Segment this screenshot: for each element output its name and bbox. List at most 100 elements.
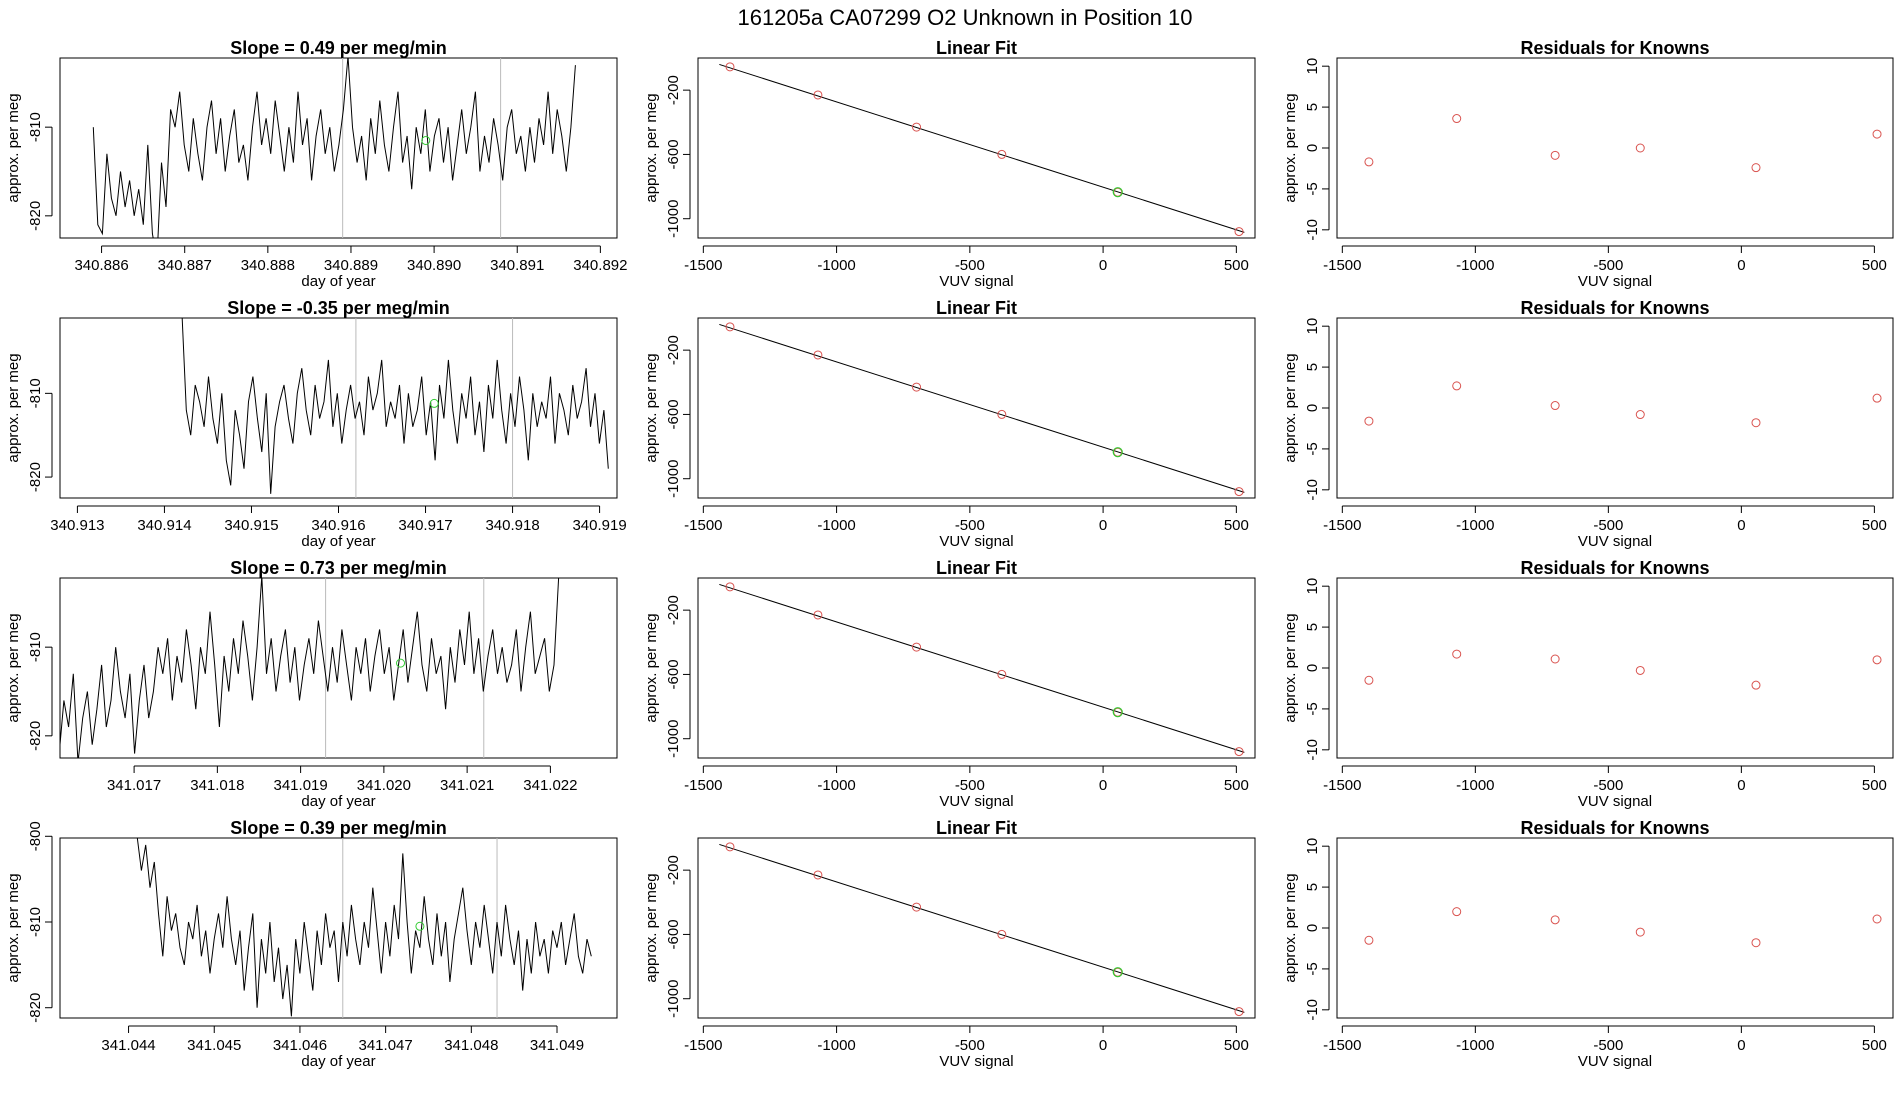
green-marker xyxy=(415,921,425,931)
x-tick-label: 341.017 xyxy=(107,777,161,794)
figure-title: 161205a CA07299 O2 Unknown in Position 1… xyxy=(738,5,1193,30)
plot-frame xyxy=(697,577,1256,759)
x-tick-label: 500 xyxy=(1862,1037,1887,1054)
panel-title: Residuals for Knowns xyxy=(1520,38,1709,58)
x-tick-label: -1500 xyxy=(1323,257,1361,274)
known-point xyxy=(813,350,823,360)
x-tick-label: 341.018 xyxy=(190,777,244,794)
data-layer xyxy=(1364,381,1882,428)
y-tick-label: -5 xyxy=(1304,182,1321,195)
y-tick-label: -1000 xyxy=(665,460,682,498)
data-layer xyxy=(719,62,1245,237)
y-axis-label: approx. per meg xyxy=(1282,353,1299,462)
y-tick-label: 0 xyxy=(1304,404,1321,412)
unknown-point xyxy=(1112,707,1123,718)
y-axis-label: approx. per meg xyxy=(643,873,660,982)
y-tick-label: -820 xyxy=(27,462,44,492)
x-tick-label: 340.890 xyxy=(407,257,461,274)
y-axis-label: approx. per meg xyxy=(5,613,22,722)
y-axis-label: approx. per meg xyxy=(5,353,22,462)
green-marker xyxy=(421,135,431,145)
panel-title: Residuals for Knowns xyxy=(1520,298,1709,318)
x-tick-label: 340.914 xyxy=(137,517,191,534)
plot-frame xyxy=(697,57,1256,239)
x-axis-label: VUV signal xyxy=(939,793,1013,810)
x-axis-label: day of year xyxy=(301,793,375,810)
residual-point xyxy=(1452,114,1462,124)
x-tick-label: 0 xyxy=(1099,517,1107,534)
known-point xyxy=(997,929,1007,939)
x-tick-label: -1000 xyxy=(1456,517,1494,534)
y-axis-label: approx. per meg xyxy=(1282,93,1299,202)
residual-point xyxy=(1872,914,1882,924)
y-tick-label: 10 xyxy=(1304,578,1321,595)
y-tick-label: -200 xyxy=(665,335,682,365)
data-layer xyxy=(1364,649,1882,690)
x-tick-label: 341.047 xyxy=(359,1037,413,1054)
x-tick-label: 341.044 xyxy=(101,1037,155,1054)
residual-point xyxy=(1635,410,1645,420)
x-tick-label: -500 xyxy=(955,1037,985,1054)
panel-residual-0: Residuals for Knowns -1500 -1000 -500 0 500 VU… xyxy=(1282,38,1894,290)
y-tick-label: -10 xyxy=(1304,219,1321,241)
known-point xyxy=(997,669,1007,679)
data-layer xyxy=(92,58,576,238)
residual-point xyxy=(1364,675,1374,685)
x-tick-label: 0 xyxy=(1099,1037,1107,1054)
data-layer xyxy=(719,322,1245,497)
y-tick-label: -5 xyxy=(1304,442,1321,455)
plot-frame xyxy=(1336,837,1894,1019)
panel-residual-2: Residuals for Knowns -1500 -1000 -500 0 500 VU… xyxy=(1282,558,1894,810)
panel-timeseries-2: Slope = 0.73 per meg/min 341.017 341.018 34… xyxy=(5,558,618,810)
plot-frame xyxy=(59,57,618,239)
panel-fit-2: Linear Fit -1500 -1000 -500 0 500 VUV signal -2… xyxy=(643,558,1256,810)
x-tick-label: 340.892 xyxy=(573,257,627,274)
residual-point xyxy=(1635,927,1645,937)
x-tick-label: 340.891 xyxy=(490,257,544,274)
x-axis-label: VUV signal xyxy=(1578,793,1652,810)
y-tick-label: -200 xyxy=(665,595,682,625)
y-tick-label: -1000 xyxy=(665,200,682,238)
x-tick-label: 341.045 xyxy=(187,1037,241,1054)
data-layer xyxy=(181,318,609,498)
residual-point xyxy=(1872,655,1882,665)
x-axis-label: VUV signal xyxy=(1578,1053,1652,1070)
y-tick-label: -200 xyxy=(665,75,682,105)
panel-title: Slope = 0.49 per meg/min xyxy=(230,38,447,58)
x-tick-label: 500 xyxy=(1862,257,1887,274)
data-layer xyxy=(719,582,1245,757)
x-tick-label: 500 xyxy=(1224,257,1249,274)
x-tick-label: 0 xyxy=(1737,257,1745,274)
known-point xyxy=(813,90,823,100)
residual-point xyxy=(1872,393,1882,403)
known-point xyxy=(1234,1007,1244,1017)
green-marker xyxy=(429,398,439,408)
x-axis-label: VUV signal xyxy=(939,1053,1013,1070)
x-tick-label: 340.916 xyxy=(311,517,365,534)
known-point xyxy=(1234,747,1244,757)
x-tick-label: -1000 xyxy=(817,1037,855,1054)
known-point xyxy=(1234,487,1244,497)
residual-point xyxy=(1635,143,1645,153)
x-tick-label: -500 xyxy=(955,777,985,794)
series-line xyxy=(92,58,576,238)
x-tick-label: 341.048 xyxy=(444,1037,498,1054)
known-point xyxy=(912,902,922,912)
x-tick-label: -500 xyxy=(955,257,985,274)
unknown-point xyxy=(1112,967,1123,978)
y-tick-label: -810 xyxy=(27,632,44,662)
x-tick-label: 0 xyxy=(1737,517,1745,534)
x-tick-label: 500 xyxy=(1224,1037,1249,1054)
plot-frame xyxy=(1336,577,1894,759)
plot-frame xyxy=(697,317,1256,499)
x-axis-label: VUV signal xyxy=(1578,533,1652,550)
y-tick-label: -810 xyxy=(27,907,44,937)
panel-fit-3: Linear Fit -1500 -1000 -500 0 500 VUV signal -2… xyxy=(643,818,1256,1070)
fit-line xyxy=(719,323,1245,493)
x-tick-label: -1500 xyxy=(684,777,722,794)
data-layer xyxy=(1364,114,1882,173)
x-axis-label: VUV signal xyxy=(939,533,1013,550)
y-tick-label: -1000 xyxy=(665,720,682,758)
fit-line xyxy=(719,63,1245,233)
